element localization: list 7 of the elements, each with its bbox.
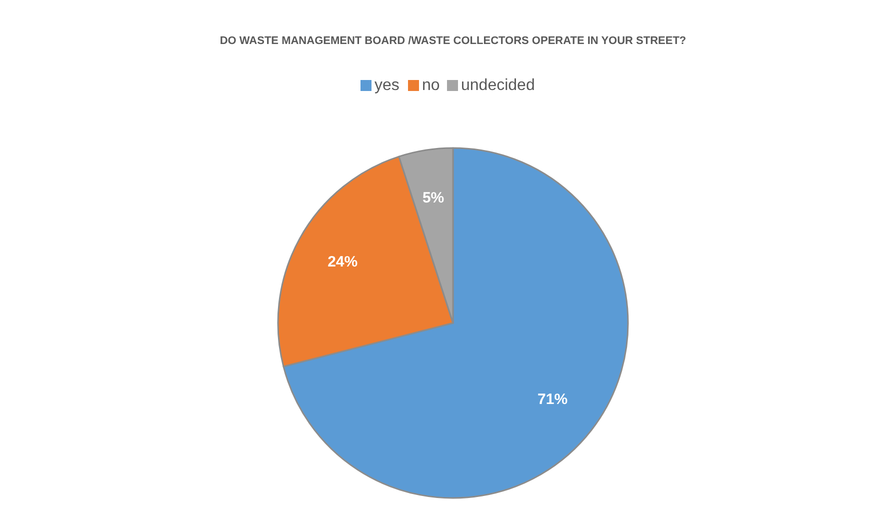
legend-label: yes (374, 77, 400, 94)
legend-label: undecided (461, 77, 535, 94)
data-label: 5% (422, 190, 444, 207)
data-label: 24% (328, 253, 358, 270)
data-label: 71% (538, 391, 568, 408)
chart-title: DO WASTE MANAGEMENT BOARD /WASTE COLLECTORS OPERATE IN YOUR STREET? (220, 35, 686, 47)
legend-label: no (422, 77, 440, 94)
